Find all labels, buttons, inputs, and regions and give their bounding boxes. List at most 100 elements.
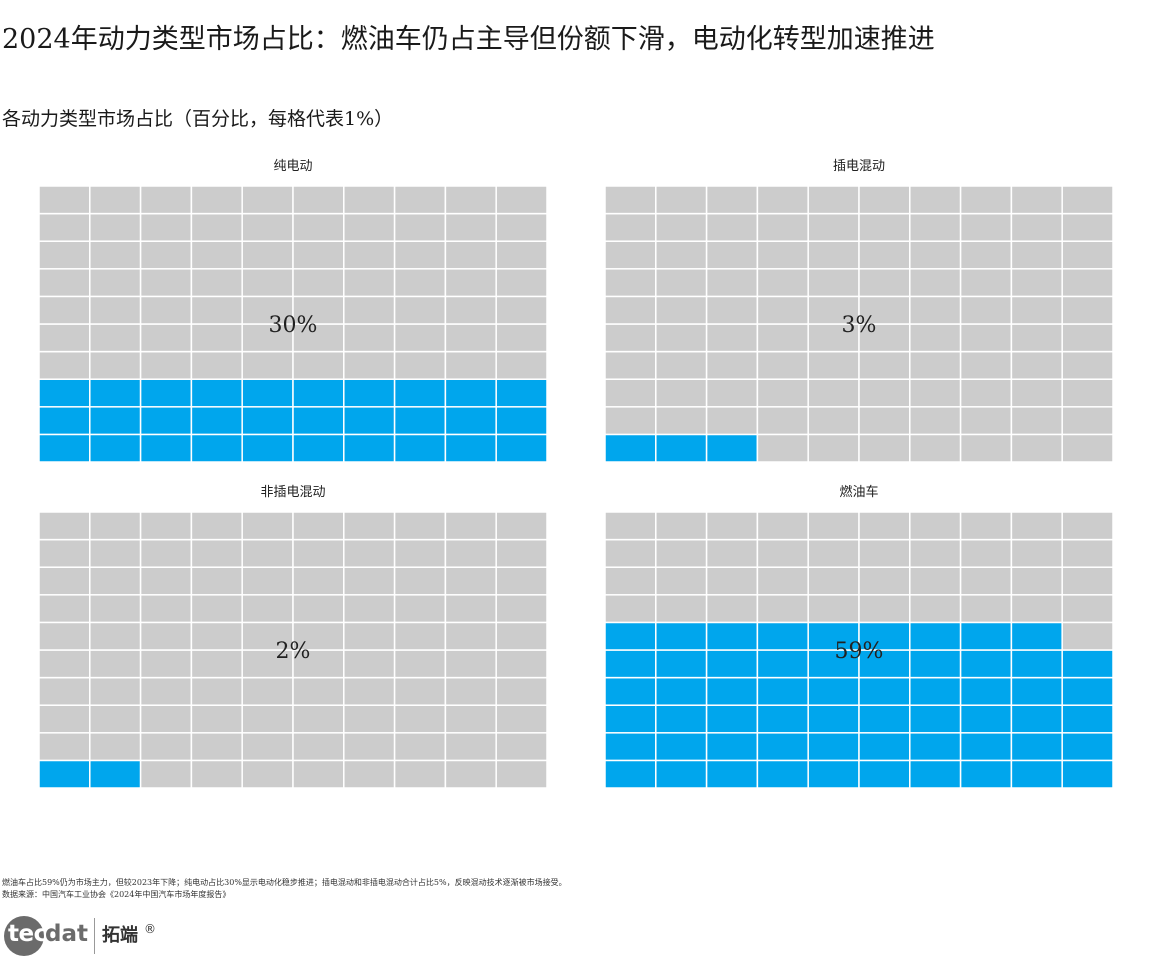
waffle-cell-empty [393, 186, 447, 215]
waffle-cell-filled [756, 704, 809, 734]
waffle-cell-filled [959, 704, 1013, 734]
waffle-panel-phev: 插电混动 3% [605, 158, 1113, 462]
waffle-cell-empty [139, 538, 193, 568]
waffle-cell-empty [756, 406, 809, 436]
waffle-cell-empty [705, 512, 759, 541]
waffle-cell-empty [241, 676, 294, 706]
waffle-cell-filled [756, 732, 809, 762]
waffle-cell-empty [1010, 323, 1063, 353]
waffle-cell-empty [393, 240, 447, 270]
waffle-cell-empty [495, 732, 547, 762]
waffle-cell-empty [89, 621, 142, 651]
logo-tec-text: tec [8, 921, 47, 947]
waffle-title-bev: 纯电动 [273, 159, 313, 174]
waffle-cell-filled [1010, 732, 1063, 762]
waffle-cell-empty [807, 268, 860, 298]
waffle-cell-empty [495, 268, 547, 298]
waffle-cell-filled [909, 649, 962, 679]
waffle-cell-empty [39, 538, 91, 568]
waffle-cell-filled [393, 433, 447, 462]
waffle-cell-empty [1061, 594, 1113, 624]
waffle-panel-ice: 燃油车 59% [605, 484, 1113, 788]
waffle-cell-empty [343, 323, 396, 353]
waffle-cell-empty [241, 240, 294, 270]
waffle-cell-empty [393, 759, 447, 788]
waffle-cell-filled [1010, 621, 1063, 651]
waffle-cell-empty [89, 676, 142, 706]
waffle-cell-empty [909, 566, 962, 596]
waffle-cell-filled [190, 406, 243, 436]
waffle-cell-empty [1061, 295, 1113, 325]
waffle-cell-empty [39, 649, 91, 679]
waffle-cell-empty [89, 268, 142, 298]
waffle-cell-empty [705, 240, 759, 270]
waffle-svg: 59% [605, 512, 1113, 788]
waffle-cell-empty [605, 406, 657, 436]
waffle-cell-empty [1010, 512, 1063, 541]
waffle-cell-filled [89, 433, 142, 462]
page-title: 2024年动力类型市场占比：燃油车仍占主导但份额下滑，电动化转型加速推进 [2, 24, 935, 55]
waffle-cell-empty [495, 594, 547, 624]
waffle-cell-filled [343, 406, 396, 436]
waffle-cell-empty [39, 676, 91, 706]
waffle-cell-filled [959, 621, 1013, 651]
waffle-cell-empty [139, 594, 193, 624]
waffle-cell-filled [705, 433, 759, 462]
waffle-cell-filled [959, 759, 1013, 788]
waffle-cell-empty [39, 704, 91, 734]
waffle-cell-empty [909, 212, 962, 242]
waffle-cell-empty [444, 676, 497, 706]
waffle-cell-empty [605, 186, 657, 215]
waffle-cell-empty [756, 295, 809, 325]
waffle-cell-filled [959, 649, 1013, 679]
waffle-cell-filled [909, 676, 962, 706]
waffle-cell-empty [190, 268, 243, 298]
waffle-cell-filled [1061, 759, 1113, 788]
waffle-cell-empty [858, 512, 911, 541]
waffle-cell-empty [959, 212, 1013, 242]
waffle-cell-empty [39, 566, 91, 596]
waffle-cell-empty [909, 433, 962, 462]
waffle-cell-empty [807, 295, 860, 325]
waffle-cell-filled [39, 759, 91, 788]
waffle-cell-empty [292, 621, 345, 651]
waffle-cell-empty [89, 186, 142, 215]
waffle-cell-filled [705, 621, 759, 651]
waffle-cell-empty [139, 649, 193, 679]
waffle-cell-empty [655, 186, 708, 215]
waffle-cell-empty [89, 295, 142, 325]
waffle-cell-empty [444, 212, 497, 242]
waffle-cell-filled [756, 759, 809, 788]
waffle-cell-filled [39, 433, 91, 462]
waffle-cell-empty [343, 649, 396, 679]
waffle-cell-empty [807, 433, 860, 462]
waffle-cell-empty [959, 433, 1013, 462]
waffle-cell-filled [605, 704, 657, 734]
waffle-cell-empty [605, 378, 657, 408]
waffle-cell-filled [655, 676, 708, 706]
waffle-cell-empty [39, 594, 91, 624]
waffle-cell-empty [959, 538, 1013, 568]
waffle-cell-empty [241, 538, 294, 568]
waffle-cell-empty [190, 649, 243, 679]
waffle-cell-filled [1010, 649, 1063, 679]
waffle-cell-empty [190, 704, 243, 734]
waffle-cell-filled [605, 732, 657, 762]
waffle-cell-empty [1010, 594, 1063, 624]
waffle-cell-empty [858, 433, 911, 462]
waffle-cell-empty [343, 512, 396, 541]
waffle-cell-empty [292, 594, 345, 624]
logo-dat-text: dat [45, 921, 88, 947]
waffle-value-label: 2% [276, 639, 311, 664]
waffle-cell-empty [393, 732, 447, 762]
waffle-cell-filled [444, 378, 497, 408]
waffle-cell-filled [807, 704, 860, 734]
waffle-cell-empty [343, 621, 396, 651]
waffle-cell-filled [756, 621, 809, 651]
waffle-cell-empty [1061, 406, 1113, 436]
waffle-cell-empty [909, 594, 962, 624]
waffle-cell-empty [858, 594, 911, 624]
waffle-cell-empty [605, 512, 657, 541]
waffle-cell-empty [858, 378, 911, 408]
waffle-cell-empty [190, 621, 243, 651]
